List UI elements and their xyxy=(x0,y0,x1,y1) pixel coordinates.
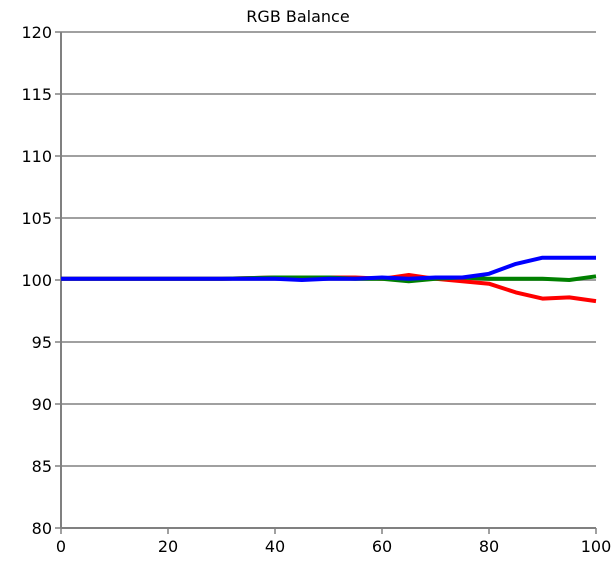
y-tick-label-100: 100 xyxy=(21,271,52,290)
chart-title: RGB Balance xyxy=(246,7,349,26)
y-tick-label-110: 110 xyxy=(21,147,52,166)
y-tick-label-115: 115 xyxy=(21,85,52,104)
y-tick-label-80: 80 xyxy=(32,519,52,538)
x-tick-label-40: 40 xyxy=(265,537,285,556)
tick-labels: 80 85 90 95 100 105 110 115 120 0 20 40 60 80 100 xyxy=(21,23,611,556)
x-tick-label-20: 20 xyxy=(158,537,178,556)
y-tick-label-85: 85 xyxy=(32,457,52,476)
y-tick-label-90: 90 xyxy=(32,395,52,414)
x-tick-label-60: 60 xyxy=(372,537,392,556)
y-tick-label-120: 120 xyxy=(21,23,52,42)
y-tick-label-105: 105 xyxy=(21,209,52,228)
series-lines xyxy=(61,255,597,304)
x-tick-label-80: 80 xyxy=(479,537,499,556)
series-line-2 xyxy=(61,255,596,282)
x-tick-label-0: 0 xyxy=(56,537,66,556)
x-tick-label-100: 100 xyxy=(581,537,612,556)
y-tick-label-95: 95 xyxy=(32,333,52,352)
